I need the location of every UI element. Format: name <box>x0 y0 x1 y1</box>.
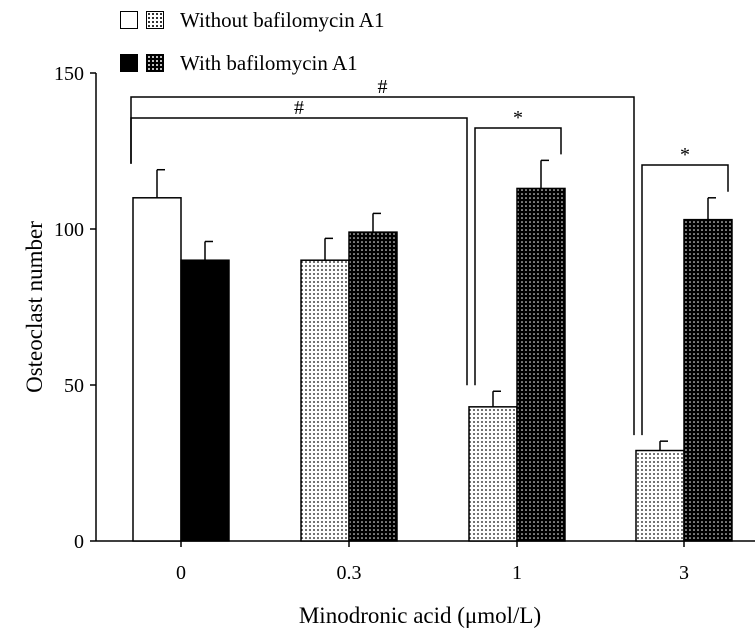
x-tick-label: 0.3 <box>337 562 362 584</box>
bar <box>180 259 230 542</box>
y-tick-label: 50 <box>64 375 84 397</box>
legend-swatch-dotted-light <box>146 11 164 29</box>
bar <box>348 231 398 542</box>
x-axis-title: Minodronic acid (μmol/L) <box>299 603 541 628</box>
legend-label-without: Without bafilomycin A1 <box>180 7 385 32</box>
bar <box>516 187 566 542</box>
x-tick-label: 0 <box>176 562 186 584</box>
bar <box>300 259 350 542</box>
significance-bracket <box>130 117 468 386</box>
y-tick-label: 100 <box>54 219 84 241</box>
legend-swatch-white <box>120 11 138 29</box>
bar <box>468 406 518 542</box>
legend: Without bafilomycin A1 With bafilomycin … <box>120 8 384 94</box>
legend-item-without: Without bafilomycin A1 <box>120 8 384 32</box>
legend-swatch-dotted-dark <box>146 54 164 72</box>
legend-item-with: With bafilomycin A1 <box>120 51 384 75</box>
significance-marker: * <box>513 107 523 129</box>
legend-swatch-black <box>120 54 138 72</box>
bar <box>635 449 685 542</box>
x-tick-label: 3 <box>679 562 689 584</box>
significance-marker: # <box>294 97 304 119</box>
bar <box>683 218 733 542</box>
x-tick-label: 1 <box>512 562 522 584</box>
significance-marker: * <box>680 144 690 166</box>
significance-bracket <box>641 164 729 436</box>
significance-bracket <box>474 127 562 386</box>
y-axis-title: Osteoclast number <box>22 221 47 393</box>
y-tick-label: 150 <box>54 63 84 85</box>
legend-label-with: With bafilomycin A1 <box>180 50 358 75</box>
bar <box>132 197 182 542</box>
y-tick-label: 0 <box>74 531 84 553</box>
significance-marker: # <box>378 76 388 98</box>
